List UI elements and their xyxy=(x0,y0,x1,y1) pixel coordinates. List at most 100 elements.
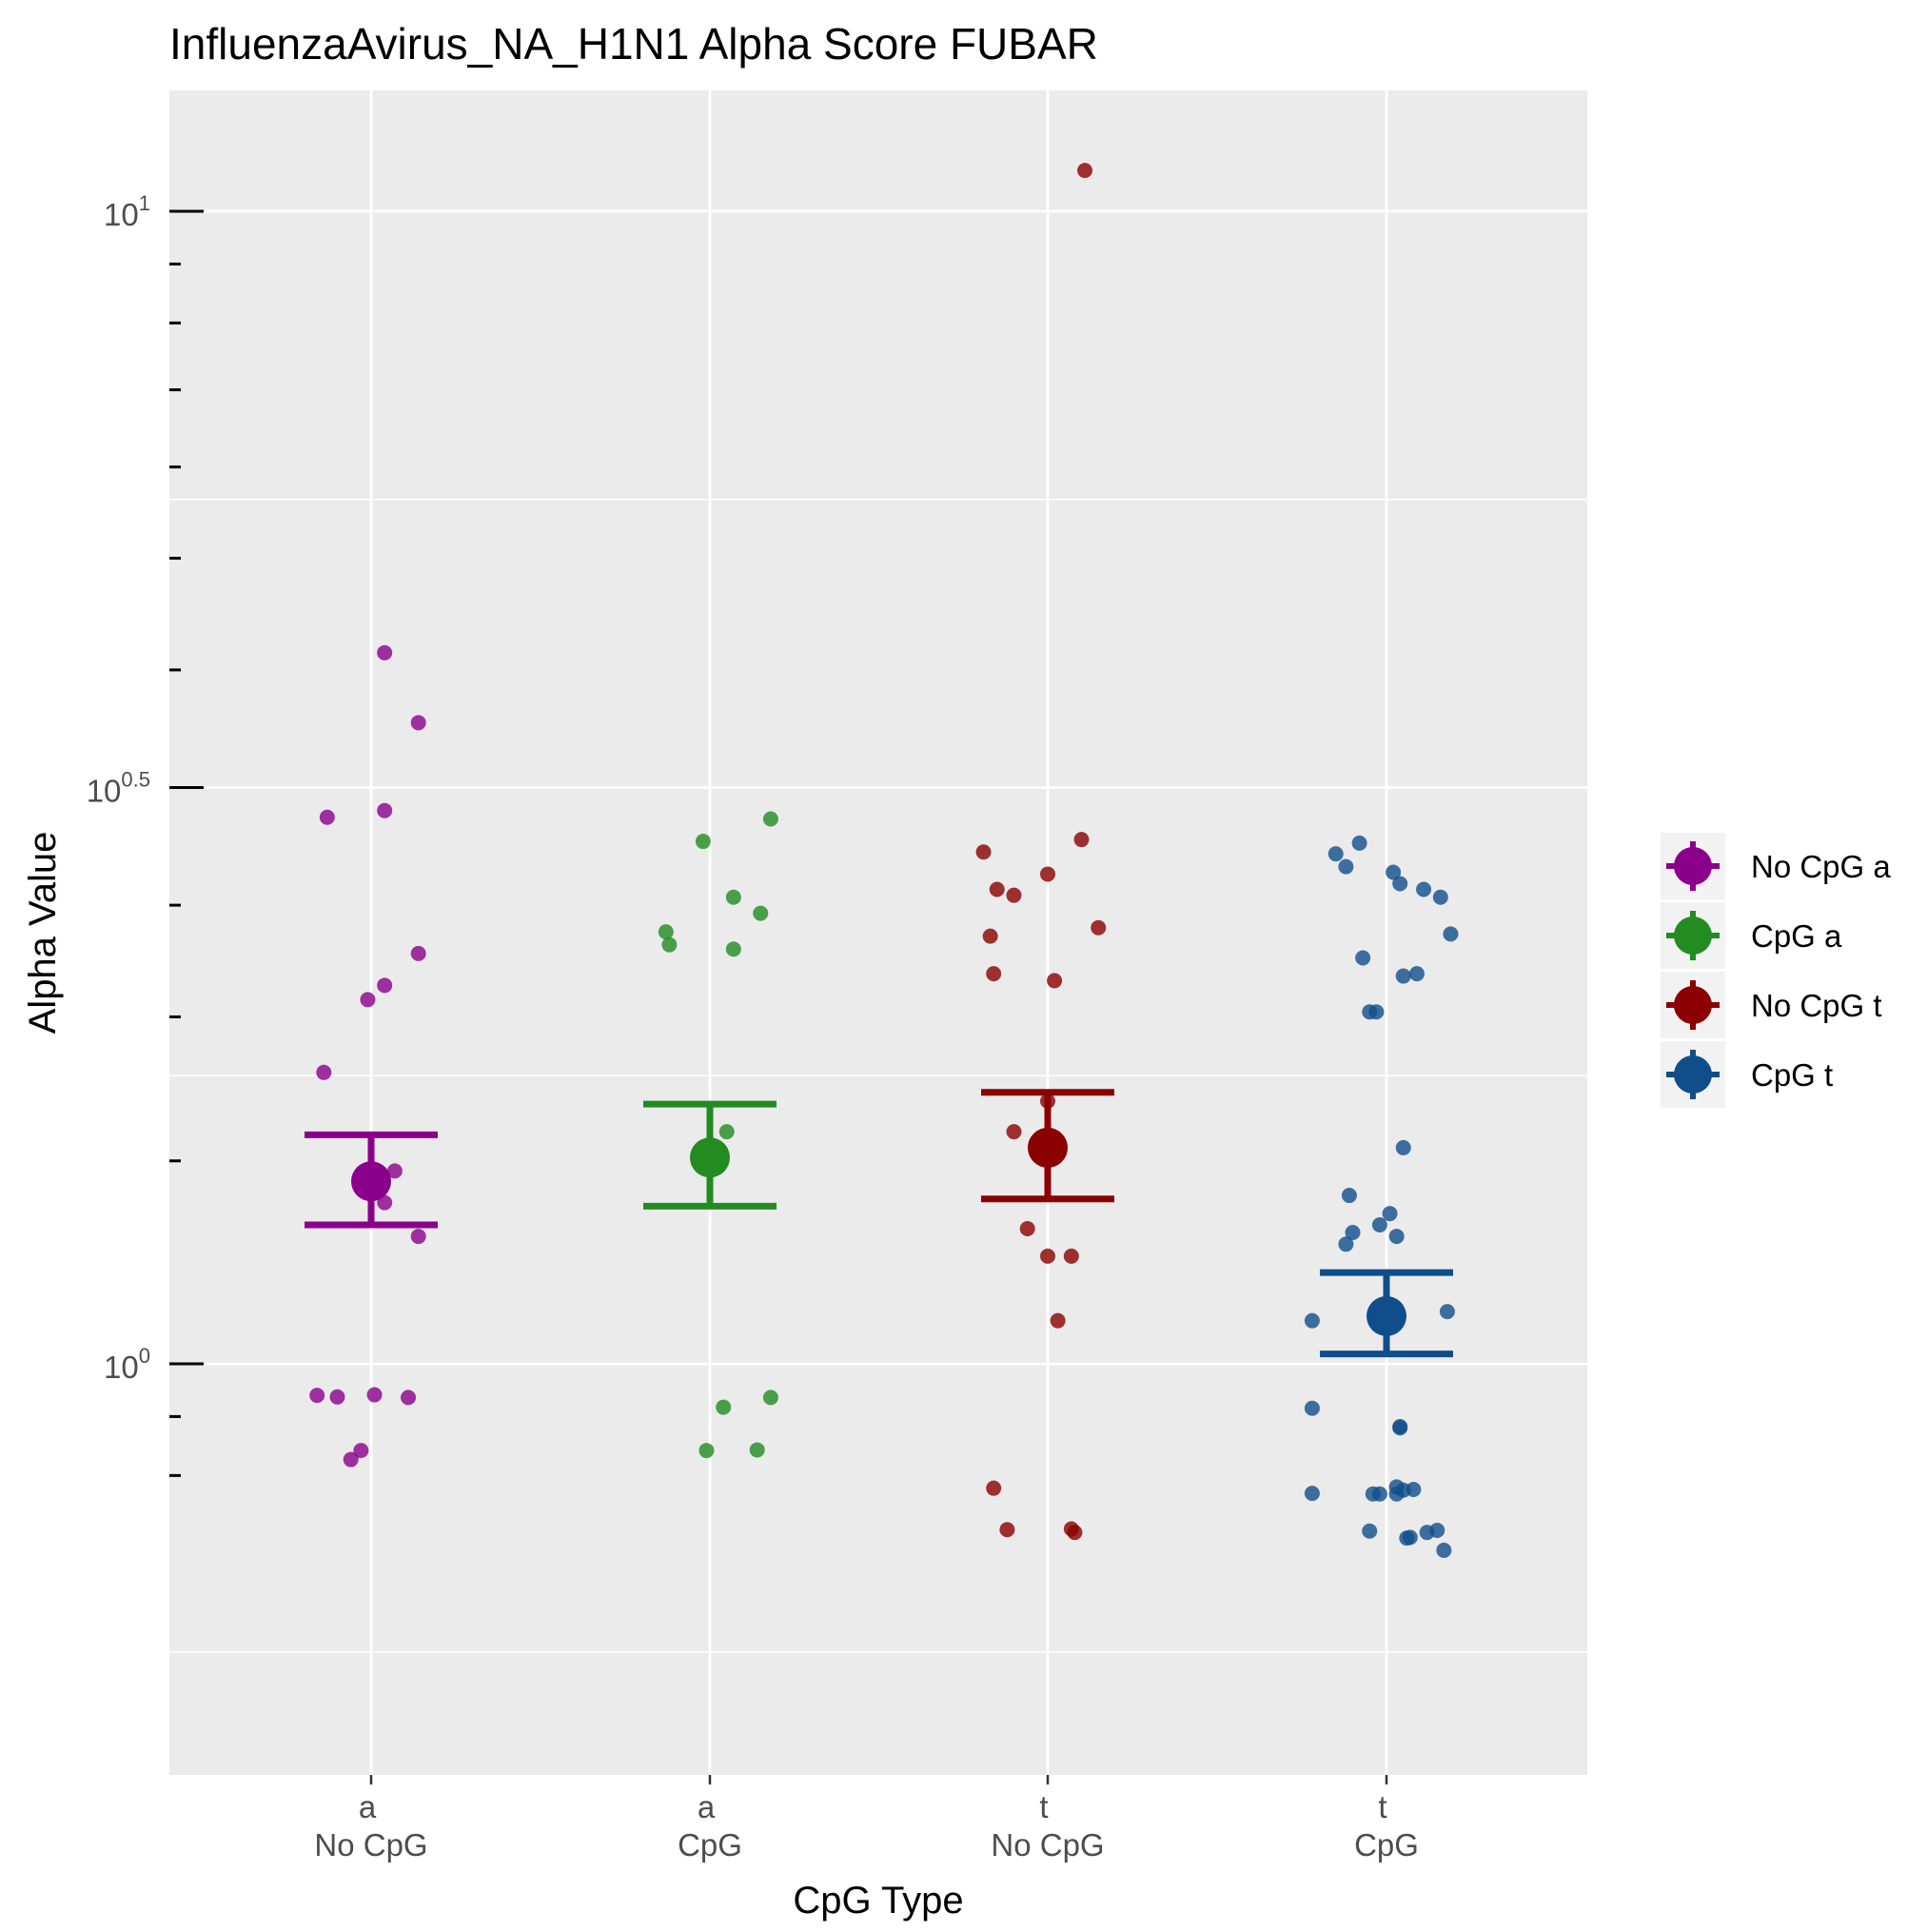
data-point xyxy=(343,1451,359,1468)
data-point xyxy=(982,928,998,944)
data-point xyxy=(1432,889,1448,905)
data-point xyxy=(1392,876,1408,892)
data-point xyxy=(401,1390,417,1406)
data-point xyxy=(1047,973,1063,989)
data-point xyxy=(1341,1188,1357,1204)
data-point xyxy=(360,992,376,1008)
data-point xyxy=(1304,1312,1320,1329)
data-point xyxy=(1392,1420,1408,1436)
data-point xyxy=(353,1443,369,1459)
data-point xyxy=(1091,919,1107,936)
data-point xyxy=(1395,1139,1411,1155)
legend-item: No CpG a xyxy=(1661,833,1891,899)
legend-label: No CpG t xyxy=(1751,988,1882,1023)
plot-panel xyxy=(169,90,1587,1775)
data-point xyxy=(1040,866,1055,882)
data-point xyxy=(1067,1525,1083,1541)
data-point xyxy=(762,1390,778,1406)
data-point xyxy=(1351,835,1367,851)
data-point xyxy=(1362,1523,1378,1539)
data-point xyxy=(695,834,711,850)
legend-key-marker xyxy=(1674,847,1712,885)
legend-key-marker xyxy=(1674,1055,1712,1094)
data-point xyxy=(410,715,426,731)
data-point xyxy=(1408,966,1425,982)
legend-item: CpG a xyxy=(1661,902,1842,969)
data-point xyxy=(1395,968,1411,984)
data-points xyxy=(309,163,1459,1558)
y-tick-label: 101 xyxy=(104,191,150,232)
data-point xyxy=(1419,1525,1435,1541)
data-point xyxy=(1436,1542,1452,1558)
data-point xyxy=(762,811,778,827)
data-point xyxy=(1388,1486,1405,1502)
data-point xyxy=(1345,1225,1361,1241)
data-point xyxy=(377,1194,393,1211)
data-point xyxy=(1386,864,1402,880)
mean-point xyxy=(1028,1127,1068,1168)
data-point xyxy=(1388,1229,1405,1245)
data-point xyxy=(1439,1304,1455,1320)
legend-key-marker xyxy=(1674,986,1712,1024)
data-point xyxy=(999,1522,1015,1538)
x-tick-label-top: t xyxy=(1039,1789,1048,1824)
data-point xyxy=(1077,163,1093,179)
legend-item: CpG t xyxy=(1661,1041,1833,1108)
data-point xyxy=(975,844,992,860)
data-point xyxy=(386,1163,403,1179)
data-point xyxy=(1406,1482,1422,1498)
x-tick-label-bottom: No CpG xyxy=(991,1827,1104,1863)
x-tick-label-bottom: CpG xyxy=(1354,1827,1419,1863)
data-point xyxy=(1338,1236,1354,1252)
x-tick-label-top: t xyxy=(1378,1789,1386,1824)
data-point xyxy=(1338,858,1354,875)
legend-item: No CpG t xyxy=(1661,972,1882,1038)
legend-key-marker xyxy=(1674,917,1712,955)
legend: No CpG a CpG a No CpG t CpG t xyxy=(1661,833,1891,1108)
data-point xyxy=(1073,832,1090,848)
data-point xyxy=(753,905,769,921)
data-point xyxy=(1327,846,1344,862)
data-point xyxy=(319,809,335,825)
y-tick-label: 100 xyxy=(104,1344,150,1385)
data-point xyxy=(1443,926,1459,942)
y-tick-label: 100.5 xyxy=(87,768,150,809)
data-point xyxy=(410,1229,426,1245)
data-point xyxy=(725,941,741,957)
data-point xyxy=(1019,1220,1035,1236)
data-point xyxy=(658,924,674,940)
mean-point xyxy=(690,1137,730,1178)
data-point xyxy=(366,1387,383,1403)
data-point xyxy=(410,945,426,961)
x-tick-label-bottom: No CpG xyxy=(314,1827,427,1863)
data-point xyxy=(986,1480,1002,1496)
x-axis-title: CpG Type xyxy=(793,1880,963,1922)
legend-label: No CpG a xyxy=(1751,849,1891,884)
x-tick-label-bottom: CpG xyxy=(678,1827,742,1863)
data-point xyxy=(989,881,1005,897)
legend-label: CpG t xyxy=(1751,1057,1833,1093)
data-point xyxy=(1304,1400,1320,1416)
data-point xyxy=(377,644,393,660)
data-point xyxy=(1371,1216,1387,1232)
data-point xyxy=(1399,1530,1415,1547)
data-point xyxy=(329,1389,345,1405)
data-point xyxy=(377,802,393,818)
data-point xyxy=(661,936,678,953)
data-point xyxy=(725,889,741,905)
data-point xyxy=(718,1124,735,1140)
data-point xyxy=(1006,887,1022,903)
data-point xyxy=(1063,1248,1079,1264)
data-point xyxy=(1382,1206,1398,1222)
data-point xyxy=(698,1443,715,1459)
data-point xyxy=(1416,881,1432,897)
mean-point xyxy=(351,1161,391,1202)
data-point xyxy=(749,1442,765,1458)
data-point xyxy=(1050,1312,1066,1329)
data-point xyxy=(377,977,393,994)
y-axis-title: Alpha Value xyxy=(22,832,64,1035)
legend-label: CpG a xyxy=(1751,918,1842,954)
